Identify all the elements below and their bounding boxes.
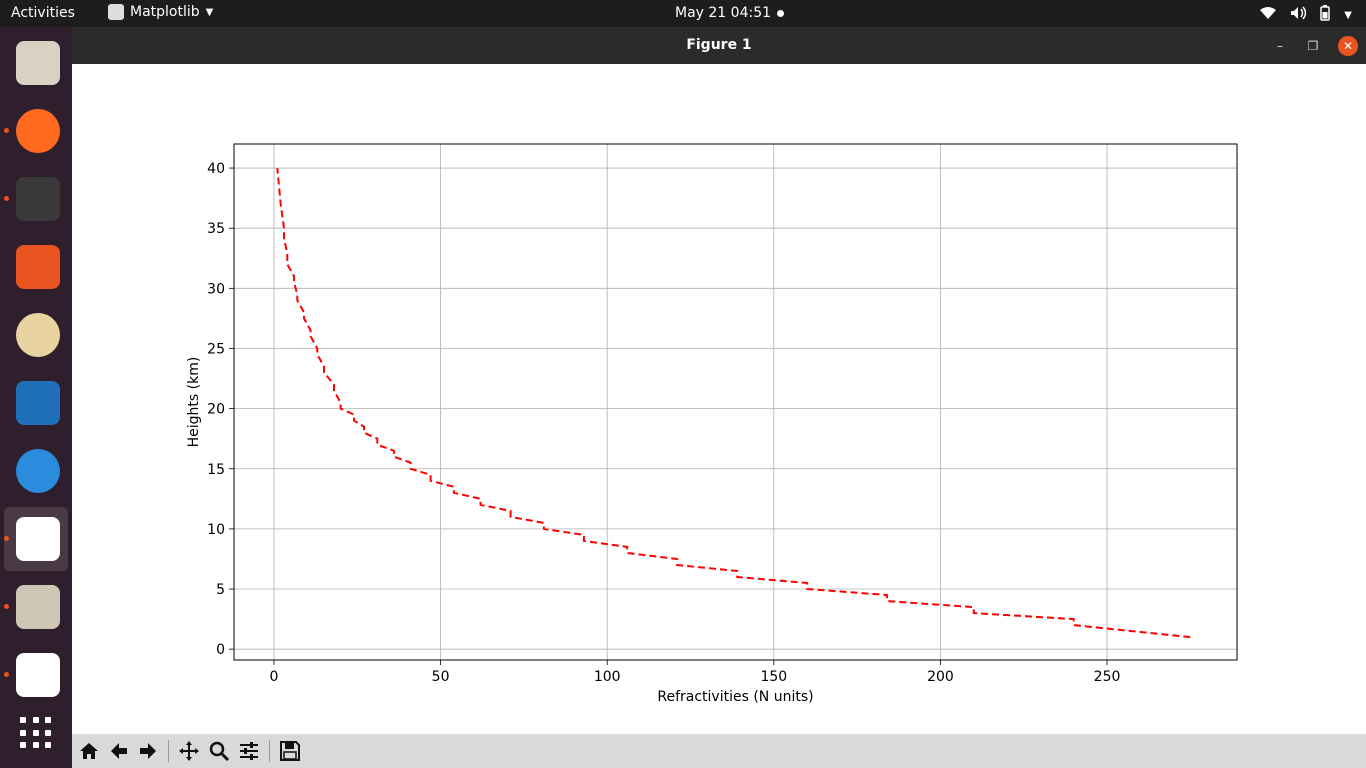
writer-icon [16, 381, 60, 425]
toolbar-separator [269, 740, 270, 762]
archive-icon [16, 585, 60, 629]
close-button[interactable]: ✕ [1338, 36, 1358, 56]
dock-item-help[interactable] [4, 439, 68, 503]
matplotlib-toolbar [72, 734, 1366, 768]
dock-item-matplotlib[interactable] [4, 507, 68, 571]
y-tick-label: 35 [207, 221, 225, 237]
chevron-down-icon: ▼ [205, 6, 214, 18]
speaker-icon [16, 313, 60, 357]
axes-frame [233, 143, 1238, 661]
series-line [276, 168, 1191, 639]
y-tick-label: 25 [207, 341, 225, 357]
x-tick-label: 100 [594, 669, 621, 685]
wifi-icon [1260, 6, 1277, 24]
dock-item-firefox[interactable] [4, 99, 68, 163]
maximize-button[interactable]: ❐ [1307, 39, 1319, 53]
chevron-down-icon: ▼ [1344, 9, 1352, 21]
dock-item-software[interactable] [4, 235, 68, 299]
home-icon[interactable] [76, 738, 102, 764]
running-indicator [4, 128, 9, 133]
files-icon [16, 41, 60, 85]
running-indicator [4, 536, 9, 541]
dock-item-writer[interactable] [4, 371, 68, 435]
top-bar: Activities Matplotlib ▼ May 21 04:51 ▼ [0, 0, 1366, 27]
volume-icon [1290, 6, 1307, 24]
y-tick-label: 10 [207, 522, 225, 538]
running-indicator [4, 196, 9, 201]
x-tick-label: 0 [270, 669, 279, 685]
clock[interactable]: May 21 04:51 [675, 5, 772, 21]
forward-icon[interactable] [135, 738, 161, 764]
x-tick-label: 250 [1094, 669, 1121, 685]
y-tick-label: 30 [207, 281, 225, 297]
running-indicator [4, 604, 9, 609]
app-grid-icon[interactable] [20, 717, 52, 749]
zoom-icon[interactable] [206, 738, 232, 764]
activities-button[interactable]: Activities [11, 5, 75, 21]
configure-icon[interactable] [236, 738, 262, 764]
app-menu[interactable]: Matplotlib ▼ [108, 4, 213, 20]
dock-item-terminal[interactable] [4, 167, 68, 231]
y-tick-label: 0 [216, 642, 225, 658]
x-tick-label: 150 [760, 669, 787, 685]
battery-icon [1320, 5, 1331, 25]
notification-dot [777, 10, 784, 17]
plot-area[interactable]: 0 50 100 150 200 250 0 5 10 15 20 25 30 35 40 Refractiv… [72, 64, 1366, 734]
back-icon[interactable] [106, 738, 132, 764]
system-tray[interactable]: ▼ [1260, 5, 1352, 25]
y-tick-label: 20 [207, 402, 225, 418]
app-store-icon [16, 245, 60, 289]
y-tick-label: 15 [207, 462, 225, 478]
save-icon[interactable] [277, 738, 303, 764]
window-titlebar[interactable]: Figure 1 – ❐ ✕ [72, 27, 1366, 64]
minimize-button[interactable]: – [1277, 39, 1283, 53]
matplotlib-app-icon [108, 4, 124, 20]
x-tick-label: 50 [432, 669, 450, 685]
terminal-icon [16, 177, 60, 221]
running-indicator [4, 672, 9, 677]
matplotlib-icon [16, 653, 60, 697]
help-icon [16, 449, 60, 493]
x-tick-label: 200 [927, 669, 954, 685]
y-axis-label: Heights (km) [186, 357, 202, 448]
matplotlib-icon [16, 517, 60, 561]
figure-canvas[interactable]: 0 50 100 150 200 250 0 5 10 15 20 25 30 35 40 Refractiv… [72, 64, 1366, 734]
dock-item-archive[interactable] [4, 575, 68, 639]
dock-item-rhythmbox[interactable] [4, 303, 68, 367]
window-title: Figure 1 [686, 37, 752, 53]
toolbar-separator [168, 740, 169, 762]
pan-icon[interactable] [176, 738, 202, 764]
app-name: Matplotlib [130, 4, 200, 20]
firefox-icon [16, 109, 60, 153]
y-tick-label: 40 [207, 161, 225, 177]
dock-item-files[interactable] [4, 31, 68, 95]
y-tick-label: 5 [216, 582, 225, 598]
dock [0, 27, 72, 768]
dock-item-matplotlib-2[interactable] [4, 643, 68, 707]
x-axis-label: Refractivities (N units) [657, 689, 813, 705]
